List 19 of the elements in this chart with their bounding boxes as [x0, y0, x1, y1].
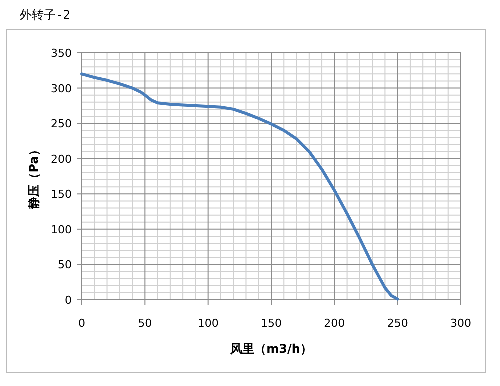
x-axis-title: 风里（m3/h）	[230, 342, 312, 356]
y-tick-label: 0	[65, 294, 72, 307]
y-tick-label: 300	[51, 82, 72, 96]
x-tick-label: 200	[324, 317, 346, 330]
y-tick-label: 50	[58, 258, 72, 272]
y-tick-label: 100	[51, 223, 72, 236]
y-axis-title: 静压（Pa）	[27, 144, 41, 210]
x-tick-label: 100	[198, 317, 219, 330]
y-tick-label: 250	[51, 118, 72, 131]
y-tick-label: 200	[51, 152, 72, 166]
x-tick-label: 0	[78, 317, 86, 330]
x-tick-label: 50	[138, 317, 152, 330]
x-tick-label: 150	[261, 317, 282, 330]
y-tick-label: 150	[51, 188, 72, 202]
y-tick-label: 350	[51, 47, 72, 60]
line-series	[80, 72, 400, 301]
chart-title: 外转子-2	[20, 8, 70, 22]
x-tick-label: 300	[450, 317, 472, 330]
x-tick-label: 250	[387, 317, 408, 330]
